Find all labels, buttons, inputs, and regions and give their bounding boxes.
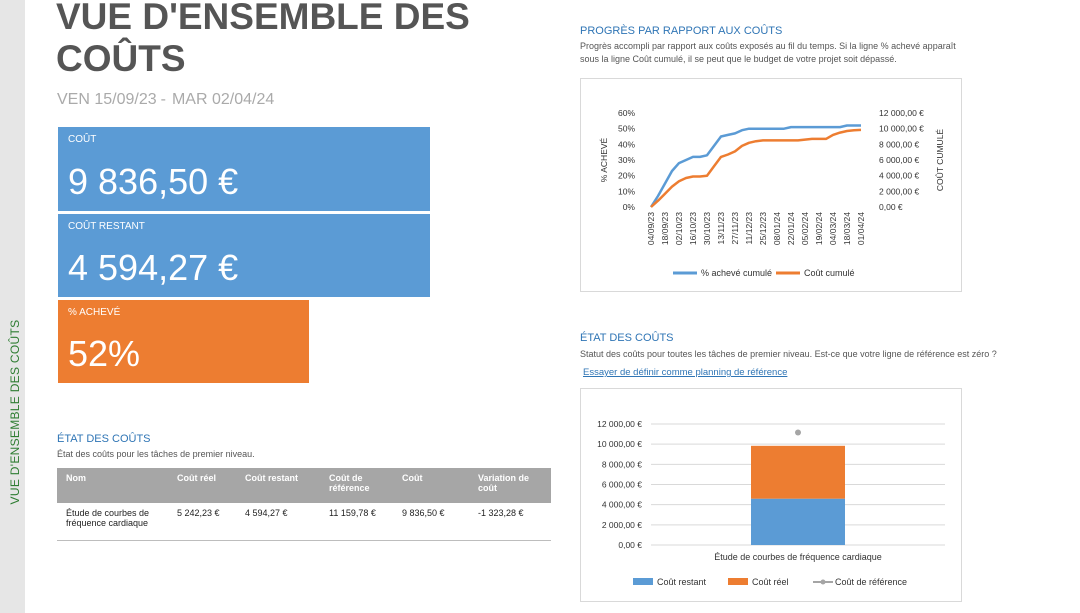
sidebar: VUE D'ENSEMBLE DES COÛTS <box>0 0 25 613</box>
y-tick-label: 10% <box>618 186 635 196</box>
column-header: Variation de coût <box>469 468 551 503</box>
y2-tick-label: 12 000,00 € <box>879 108 924 118</box>
y-tick-label: 20% <box>618 171 635 181</box>
remaining-cost-tile-label: COÛT RESTANT <box>68 221 145 232</box>
legend-marker <box>820 579 826 585</box>
cost-status-table: Nom Coût réel Coût restant Coût de référ… <box>57 468 551 541</box>
y-tick-label: 50% <box>618 124 635 134</box>
cost-tile: COÛT 9 836,50 € <box>58 127 430 211</box>
table-cell: Étude de courbes de fréquence cardiaque <box>66 508 150 528</box>
y-tick-label: 12 000,00 € <box>597 419 642 429</box>
y-tick-label: 30% <box>618 155 635 165</box>
x-tick-label: 19/02/24 <box>814 212 824 245</box>
remaining-cost-tile-value: 4 594,27 € <box>68 247 239 288</box>
date-separator: - <box>160 91 166 108</box>
percent-complete-tile-label: % ACHEVÉ <box>68 307 121 318</box>
progress-section-title: PROGRÈS PAR RAPPORT AUX COÛTS <box>580 25 783 37</box>
legend-label: Coût cumulé <box>804 268 855 278</box>
y2-tick-label: 2 000,00 € <box>879 186 919 196</box>
cost-tile-value: 9 836,50 € <box>68 161 239 202</box>
legend-label: Coût réel <box>752 577 789 587</box>
table-row: Étude de courbes de fréquence cardiaque … <box>57 503 551 541</box>
column-header: Coût de référence <box>320 468 393 503</box>
progress-chart: 0% 10% 20% 30% 40% 50% 60% 0,00 € 2 000,00 € 4 00… <box>580 78 962 292</box>
x-tick-label: 18/09/23 <box>660 212 670 245</box>
x-tick-label: 25/12/23 <box>758 212 768 245</box>
x-tick-label: 27/11/23 <box>730 212 740 245</box>
column-header: Coût restant <box>236 468 320 503</box>
y-tick-label: 2 000,00 € <box>602 520 642 530</box>
baseline-cost-marker <box>795 429 801 436</box>
x-tick-label: 02/10/23 <box>674 212 684 245</box>
x-tick-label: 13/11/23 <box>716 212 726 245</box>
y-tick-label: 8 000,00 € <box>602 459 642 469</box>
y-tick-label: 6 000,00 € <box>602 480 642 490</box>
page-title: VUE D'ENSEMBLE DES COÛTS <box>56 0 470 79</box>
progress-section-description: Progrès accompli par rapport aux coûts e… <box>580 40 956 66</box>
x-tick-label: 16/10/23 <box>688 212 698 245</box>
status-section-title: ÉTAT DES COÛTS <box>580 332 674 344</box>
x-tick-label: 22/01/24 <box>786 212 796 245</box>
table-cell: -1 323,28 € <box>478 508 524 518</box>
column-header: Nom <box>57 468 168 503</box>
table-cell: 11 159,78 € <box>329 508 376 518</box>
bar-actual-cost <box>751 445 845 499</box>
column-header: Coût réel <box>168 468 236 503</box>
table-cell: 5 242,23 € <box>177 508 220 518</box>
table-cell: 9 836,50 € <box>402 508 445 518</box>
status-section-description: Statut des coûts pour toutes les tâches … <box>580 349 997 359</box>
y2-tick-label: 0,00 € <box>879 202 903 212</box>
y-tick-label: 0% <box>623 202 636 212</box>
legend-label: Coût restant <box>657 577 707 587</box>
legend-label: % achevé cumulé <box>701 268 772 278</box>
date-range: VEN 15/09/23- MAR 02/04/24 <box>57 91 274 109</box>
percent-complete-line <box>649 124 861 208</box>
table-header-row: Nom Coût réel Coût restant Coût de référ… <box>57 468 551 503</box>
progress-description-line: Progrès accompli par rapport aux coûts e… <box>580 41 956 51</box>
cost-status-chart-svg: 0,00 € 2 000,00 € 4 000,00 € 6 000,00 € 8 00… <box>597 419 945 587</box>
cost-status-description: État des coûts pour les tâches de premie… <box>57 449 255 459</box>
legend-swatch <box>728 578 748 585</box>
x-category-label: Étude de courbes de fréquence cardiaque <box>714 552 882 562</box>
progress-description-line: sous la ligne Coût cumulé, il se peut qu… <box>580 54 897 64</box>
x-tick-label: 18/03/24 <box>842 212 852 245</box>
end-date: MAR 02/04/24 <box>171 91 275 108</box>
y2-tick-label: 10 000,00 € <box>879 124 924 134</box>
sidebar-label: VUE D'ENSEMBLE DES COÛTS <box>8 319 22 505</box>
table-cell: 4 594,27 € <box>245 508 288 518</box>
column-header: Coût <box>393 468 469 503</box>
y-tick-label: 60% <box>618 108 635 118</box>
cost-status-chart: 0,00 € 2 000,00 € 4 000,00 € 6 000,00 € 8 00… <box>580 388 962 602</box>
y2-tick-label: 8 000,00 € <box>879 139 919 149</box>
x-tick-label: 04/03/24 <box>828 212 838 245</box>
cost-status-title: ÉTAT DES COÛTS <box>57 433 151 445</box>
cost-tile-label: COÛT <box>68 134 97 145</box>
y-tick-label: 4 000,00 € <box>602 500 642 510</box>
y-tick-label: 0,00 € <box>618 540 642 550</box>
percent-complete-tile-value: 52% <box>68 333 141 374</box>
x-tick-label: 11/12/23 <box>744 212 754 245</box>
legend-swatch <box>633 578 653 585</box>
set-baseline-link[interactable]: Essayer de définir comme planning de réf… <box>583 367 788 378</box>
x-tick-label: 01/04/24 <box>856 212 866 245</box>
y2-tick-label: 4 000,00 € <box>879 171 919 181</box>
x-tick-label: 08/01/24 <box>772 212 782 245</box>
y2-axis-title: COÛT CUMULÉ <box>935 129 945 192</box>
y-tick-label: 10 000,00 € <box>597 439 642 449</box>
y-tick-label: 40% <box>618 139 635 149</box>
x-tick-label: 05/02/24 <box>800 212 810 245</box>
start-date: VEN 15/09/23 <box>57 91 157 108</box>
legend-label: Coût de référence <box>835 577 907 587</box>
cumulative-cost-line <box>650 128 862 208</box>
remaining-cost-tile: COÛT RESTANT 4 594,27 € <box>58 214 430 297</box>
percent-complete-tile: % ACHEVÉ 52% <box>58 300 309 383</box>
bar-remaining-cost <box>751 498 845 545</box>
y-axis-title: % ACHEVÉ <box>599 137 609 182</box>
progress-chart-svg: 0% 10% 20% 30% 40% 50% 60% 0,00 € 2 000,00 € 4 00… <box>599 108 945 278</box>
x-tick-label: 30/10/23 <box>702 212 712 245</box>
y2-tick-label: 6 000,00 € <box>879 155 919 165</box>
x-tick-label: 04/09/23 <box>646 212 656 245</box>
